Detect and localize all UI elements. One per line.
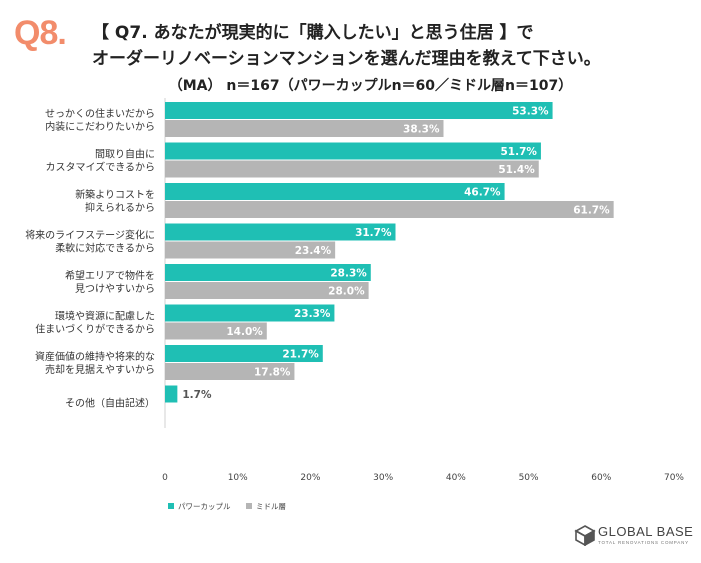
legend-label: ミドル層 bbox=[256, 502, 286, 511]
bar-power-couple bbox=[165, 223, 396, 241]
data-label: 46.7% bbox=[464, 187, 501, 199]
category-label: その他（自由記述） bbox=[65, 397, 155, 410]
x-tick-label: 40% bbox=[446, 473, 466, 483]
data-label: 1.7% bbox=[182, 389, 212, 401]
question-number: Q8. bbox=[14, 14, 67, 52]
bar-power-couple bbox=[165, 102, 553, 119]
x-tick-label: 70% bbox=[664, 473, 684, 483]
bar-middle bbox=[165, 282, 369, 299]
bar-power-couple bbox=[165, 264, 371, 281]
category-label: せっかくの住まいだから内装にこだわりたいから bbox=[45, 107, 155, 133]
data-label: 51.7% bbox=[500, 146, 537, 158]
sample-note: （MA） n＝167（パワーカップルn＝60／ミドル層n＝107） bbox=[168, 78, 573, 94]
x-tick-label: 50% bbox=[519, 473, 539, 483]
data-label: 14.0% bbox=[226, 326, 263, 338]
bar-middle bbox=[165, 322, 267, 340]
legend-label: パワーカップル bbox=[178, 502, 231, 511]
title-line-1: 【 Q7. あなたが現実的に「購入したい」と思う住居 】で bbox=[92, 23, 534, 43]
data-label: 38.3% bbox=[403, 124, 440, 136]
bar-power-couple bbox=[165, 183, 505, 200]
category-label: 資産価値の維持や将来的な売却を見据えやすいから bbox=[35, 350, 155, 376]
brand-tagline: TOTAL RENOVATIONS COMPANY bbox=[598, 540, 689, 545]
chart-title: 【 Q7. あなたが現実的に「購入したい」と思う住居 】で オーダーリノベーショ… bbox=[92, 20, 601, 72]
category-label: 新築よりコストを抑えられるから bbox=[75, 188, 155, 214]
x-tick-label: 20% bbox=[300, 473, 320, 483]
data-label: 23.4% bbox=[295, 245, 332, 257]
title-line-2: オーダーリノベーションマンションを選んだ理由を教えて下さい。 bbox=[92, 49, 601, 69]
data-label: 23.3% bbox=[294, 308, 331, 320]
data-label: 28.3% bbox=[330, 268, 367, 280]
data-label: 53.3% bbox=[512, 106, 549, 118]
category-label: 将来のライフステージ変化に柔軟に対応できるから bbox=[25, 229, 155, 255]
bar-power-couple bbox=[165, 385, 178, 403]
category-label: 希望エリアで物件を見つけやすいから bbox=[65, 269, 155, 295]
legend-swatch-power-couple bbox=[168, 503, 174, 509]
bar-middle bbox=[165, 120, 444, 137]
bar-middle bbox=[165, 363, 295, 380]
data-label: 28.0% bbox=[328, 286, 365, 298]
bar-power-couple bbox=[165, 142, 541, 160]
bar-power-couple bbox=[165, 345, 323, 362]
x-tick-label: 30% bbox=[373, 473, 393, 483]
data-label: 51.4% bbox=[498, 164, 535, 176]
category-label: 環境や資源に配慮した住まいづくりができるから bbox=[35, 310, 155, 336]
x-tick-label: 10% bbox=[228, 473, 248, 483]
data-label: 21.7% bbox=[282, 349, 319, 361]
category-label: 間取り自由にカスタマイズできるから bbox=[46, 148, 156, 174]
bar-power-couple bbox=[165, 304, 335, 322]
x-tick-label: 0 bbox=[162, 473, 168, 483]
brand-name: GLOBAL BASE bbox=[598, 524, 694, 539]
bar-middle bbox=[165, 201, 614, 218]
data-label: 61.7% bbox=[573, 205, 610, 217]
brand-cube-icon bbox=[574, 525, 596, 546]
data-label: 31.7% bbox=[355, 227, 392, 239]
legend-swatch-middle bbox=[246, 503, 252, 509]
x-tick-label: 60% bbox=[591, 473, 611, 483]
bar-middle bbox=[165, 241, 336, 259]
bar-middle bbox=[165, 160, 539, 178]
data-label: 17.8% bbox=[254, 367, 291, 379]
